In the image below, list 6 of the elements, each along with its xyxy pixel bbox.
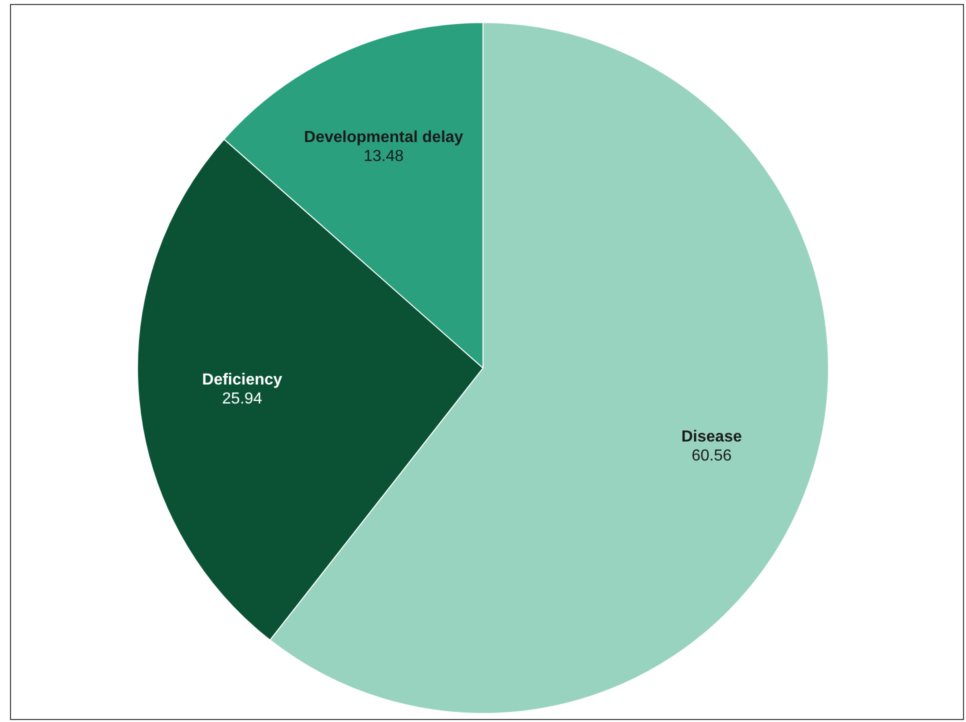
data-label: 25.94 — [222, 390, 262, 408]
data-label: 13.48 — [364, 148, 404, 165]
slice-label: Disease — [681, 428, 742, 446]
slice-label: Deficiency — [202, 371, 282, 388]
data-label: 60.56 — [692, 447, 732, 464]
slice-label: Developmental delay — [304, 128, 464, 146]
